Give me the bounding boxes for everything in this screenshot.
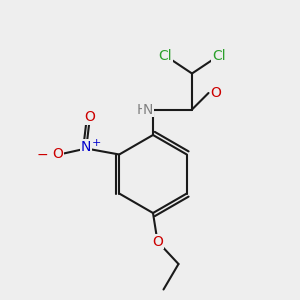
Text: O: O <box>84 110 95 124</box>
Text: Cl: Cl <box>158 49 172 62</box>
Text: O: O <box>52 148 63 161</box>
Text: Cl: Cl <box>212 49 226 62</box>
Text: −: − <box>37 148 49 161</box>
Text: O: O <box>152 235 163 248</box>
Text: N: N <box>81 140 92 154</box>
Text: H: H <box>136 103 147 116</box>
Text: +: + <box>92 137 101 148</box>
Text: N: N <box>142 103 153 116</box>
Text: O: O <box>211 86 221 100</box>
